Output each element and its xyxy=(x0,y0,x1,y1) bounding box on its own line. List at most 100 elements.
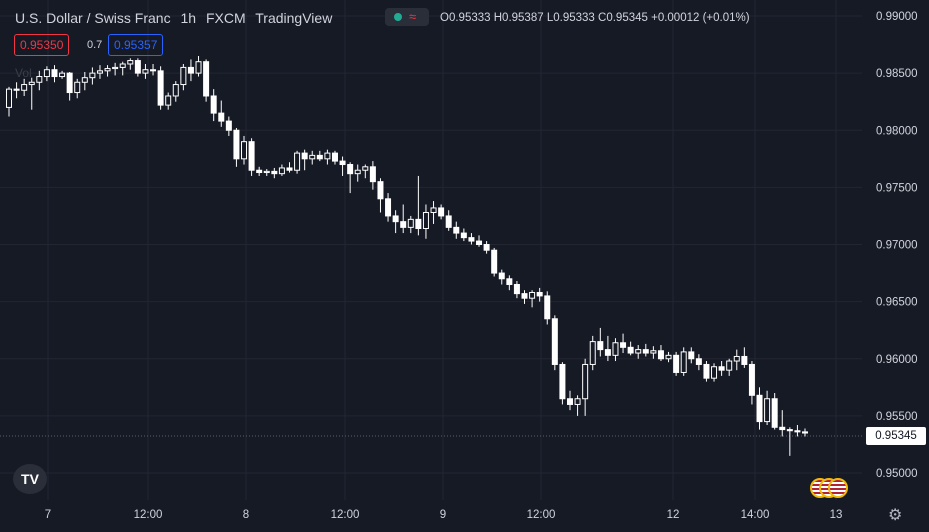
candle xyxy=(385,193,392,222)
x-tick-label: 7 xyxy=(45,509,51,521)
candle xyxy=(331,150,338,165)
candle xyxy=(422,204,429,239)
x-tick-label: 13 xyxy=(830,509,843,521)
chart-title: U.S. Dollar / Swiss Franc 1h FXCM Tradin… xyxy=(15,10,338,26)
candle xyxy=(597,327,604,357)
y-tick-label: 0.97000 xyxy=(876,240,918,252)
y-tick-label: 0.98000 xyxy=(876,125,918,137)
y-tick-label: 0.99000 xyxy=(876,11,918,23)
gear-icon[interactable]: ⚙ xyxy=(888,507,903,524)
candle xyxy=(81,71,88,91)
candle xyxy=(711,363,718,382)
grid xyxy=(0,0,862,500)
candle xyxy=(695,354,702,371)
candle xyxy=(210,89,217,122)
candle xyxy=(529,290,536,308)
low-value: 0.95333 xyxy=(553,12,595,24)
candle xyxy=(650,346,657,359)
candle xyxy=(794,425,801,437)
x-tick-label: 12:00 xyxy=(527,509,556,521)
market-status-badge[interactable]: ≈ xyxy=(385,8,429,26)
candle xyxy=(187,59,194,82)
candle xyxy=(521,290,528,304)
candle xyxy=(13,82,20,99)
candle xyxy=(324,149,331,165)
tradingview-logo-icon[interactable]: TV xyxy=(13,464,47,494)
candle xyxy=(566,390,573,411)
candle xyxy=(476,235,483,247)
candle xyxy=(491,247,498,277)
spread-value: 0.7 xyxy=(87,39,103,51)
candle xyxy=(96,65,103,79)
candle xyxy=(453,221,460,239)
candle xyxy=(104,65,111,77)
candle xyxy=(604,335,611,362)
sell-button[interactable]: 0.95350 xyxy=(14,34,70,56)
candle xyxy=(642,343,649,357)
y-axis[interactable]: 0.99000 0.98500 0.98000 0.97500 0.97000 0.965… xyxy=(876,11,918,480)
candle xyxy=(218,100,225,127)
x-tick-label: 12 xyxy=(667,509,680,521)
candle xyxy=(582,358,589,416)
volume-label[interactable]: Vol xyxy=(15,66,32,80)
high-value: 0.95387 xyxy=(502,12,544,24)
y-tick-label: 0.96000 xyxy=(876,354,918,366)
candle xyxy=(680,347,687,376)
candle xyxy=(316,150,323,162)
candle xyxy=(157,66,164,110)
candle xyxy=(248,138,255,176)
candle xyxy=(741,347,748,368)
candle xyxy=(779,410,786,437)
candle xyxy=(726,358,733,376)
candle xyxy=(415,175,422,236)
candle xyxy=(551,315,558,371)
candle xyxy=(620,333,627,354)
candle xyxy=(688,347,695,364)
last-price-label: 0.95345 xyxy=(866,427,926,445)
candle xyxy=(286,162,293,173)
candle xyxy=(369,161,376,190)
source-label: TradingView xyxy=(255,10,333,26)
candle xyxy=(74,78,81,99)
candle xyxy=(756,387,763,430)
candle xyxy=(165,92,172,110)
candle xyxy=(142,63,149,79)
x-axis[interactable]: 7 12:00 8 12:00 9 12:00 12 14:00 13 xyxy=(45,509,843,521)
x-tick-label: 9 xyxy=(440,509,446,521)
candles xyxy=(6,55,808,456)
candle xyxy=(483,241,490,254)
candle xyxy=(294,150,301,174)
candle xyxy=(786,427,793,456)
candle xyxy=(256,166,263,176)
candle xyxy=(278,164,285,176)
candle xyxy=(430,201,437,224)
x-tick-label: 12:00 xyxy=(134,509,163,521)
us-flag-icon[interactable] xyxy=(828,478,848,498)
candle xyxy=(347,162,354,194)
candle xyxy=(354,164,361,182)
candle xyxy=(506,275,513,291)
candle xyxy=(263,169,270,176)
symbol-name[interactable]: U.S. Dollar / Swiss Franc xyxy=(15,10,171,26)
candle xyxy=(513,281,520,299)
x-tick-label: 12:00 xyxy=(331,509,360,521)
x-tick-label: 8 xyxy=(243,509,249,521)
candle xyxy=(6,86,12,117)
candle xyxy=(559,362,566,405)
candle xyxy=(460,228,467,242)
close-value: 0.95345 xyxy=(606,12,648,24)
candle xyxy=(407,215,414,234)
candle xyxy=(438,204,445,220)
candle xyxy=(339,156,346,176)
candle xyxy=(225,116,232,136)
y-tick-label: 0.95000 xyxy=(876,468,918,480)
candle xyxy=(127,58,134,70)
exchange-label: FXCM xyxy=(205,10,246,26)
x-tick-label: 14:00 xyxy=(741,509,770,521)
buy-button[interactable]: 0.95357 xyxy=(108,34,164,56)
candle xyxy=(748,361,755,405)
data-status-icon: ≈ xyxy=(409,9,417,24)
candle xyxy=(172,81,179,102)
interval-label[interactable]: 1h xyxy=(180,10,197,26)
